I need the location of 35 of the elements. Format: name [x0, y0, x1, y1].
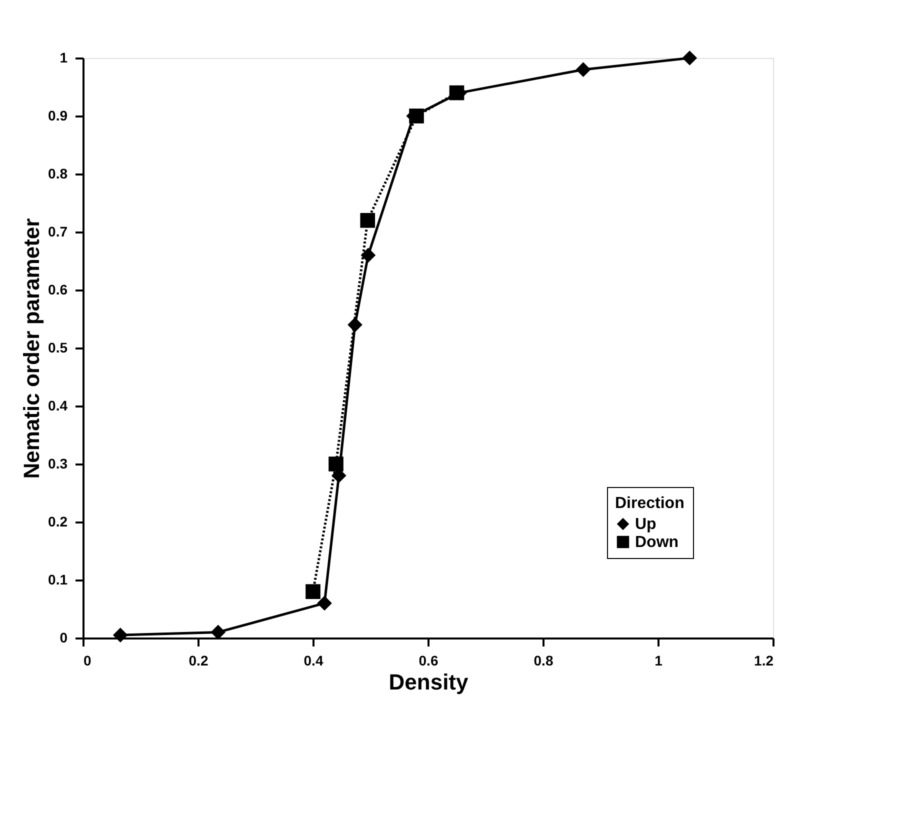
point [317, 596, 332, 611]
y-tick-label: 0.9 [48, 108, 68, 124]
y-tick-label: 0.4 [48, 398, 68, 414]
x-tick-label: 0 [84, 652, 92, 668]
y-tick-label: 0.7 [48, 224, 68, 240]
x-axis-title: Density [388, 670, 469, 694]
legend-label: Up [635, 516, 657, 533]
x-tick-label: 1 [654, 652, 663, 668]
point [449, 85, 464, 100]
x-tick-label: 0.6 [418, 652, 438, 668]
x-tick-label: 1.2 [754, 652, 774, 668]
point [328, 456, 344, 472]
y-tick-label: 0.5 [48, 340, 68, 356]
x-tick-label: 0.8 [534, 652, 554, 668]
y-tick-label: 0.8 [48, 166, 68, 182]
legend-title: Direction [615, 495, 684, 512]
point [360, 248, 376, 263]
point [348, 317, 362, 332]
point [409, 108, 424, 124]
x-tick-label: 0.2 [188, 652, 208, 668]
y-tick-label: 0.2 [48, 514, 68, 530]
point [306, 584, 320, 600]
y-tick-label: 0 [60, 630, 68, 646]
point [682, 50, 698, 66]
y-axis-title: Nematic order parameter [19, 218, 44, 479]
point [210, 624, 226, 640]
y-tick-label: 0.3 [48, 456, 68, 472]
point [112, 628, 128, 643]
x-tick-label: 0.4 [304, 652, 324, 668]
y-tick-label: 0.6 [48, 282, 68, 298]
legend-label: Down [635, 534, 679, 551]
y-tick-label: 1 [60, 50, 68, 66]
point [360, 212, 376, 228]
point [576, 62, 591, 78]
y-tick-label: 0.1 [48, 572, 68, 588]
